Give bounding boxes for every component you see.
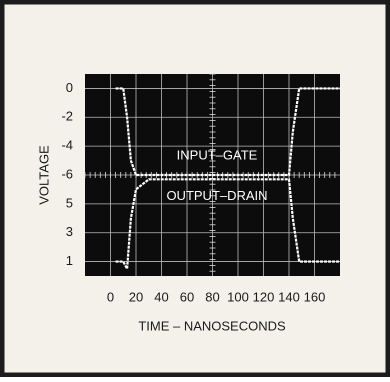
y-tick-label: -4 [61,138,73,153]
x-tick-label: 140 [278,289,300,304]
series-label: OUTPUT–DRAIN [166,188,267,203]
x-tick-label: 40 [154,289,168,304]
x-tick-label: 60 [180,289,194,304]
y-tick-label: -2 [61,109,73,124]
x-axis-label: TIME – NANOSECONDS [138,318,286,333]
y2-tick-label: 5 [66,195,73,210]
y2-tick-label: 3 [66,224,73,239]
x-tick-label: 80 [205,289,219,304]
y-tick-label: 0 [66,80,73,95]
trace [115,178,340,273]
x-tick-label: 160 [304,289,326,304]
x-tick-label: 100 [227,289,249,304]
series-label: INPUT–GATE [177,147,258,162]
y-axis-label: VOLTAGE [36,145,51,205]
y-tick-label: -6 [61,166,73,181]
y2-tick-label: 1 [66,253,73,268]
x-tick-label: 0 [107,289,114,304]
x-tick-label: 120 [253,289,275,304]
x-tick-label: 20 [129,289,143,304]
trace [115,87,340,177]
